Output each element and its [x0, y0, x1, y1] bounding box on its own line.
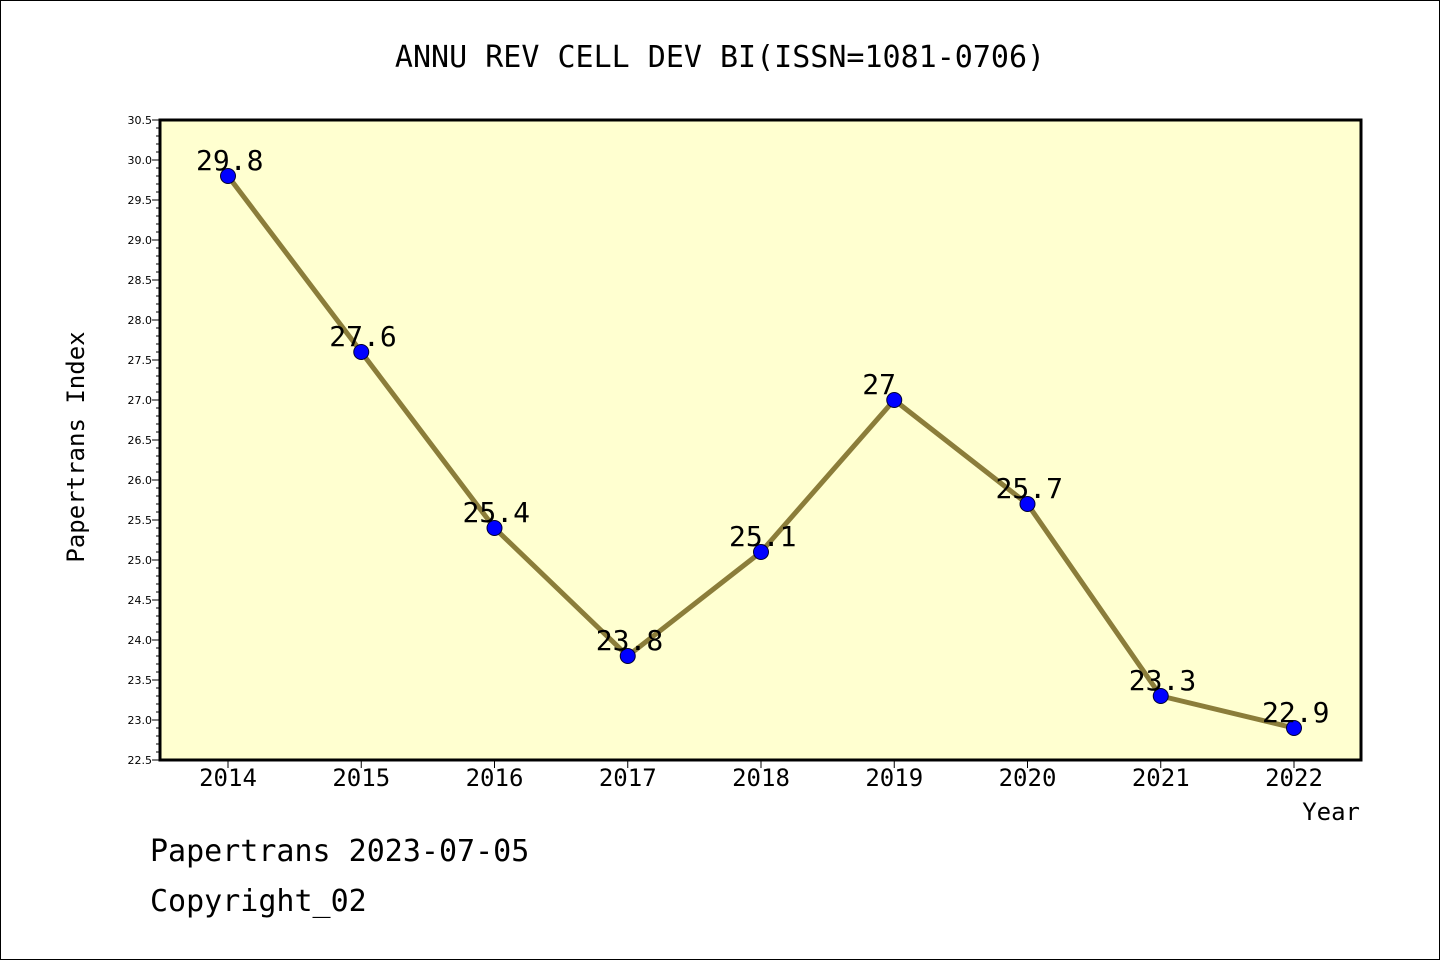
x-tick-label: 2014: [199, 764, 257, 792]
data-label: 27: [862, 368, 896, 401]
data-label: 29.8: [196, 144, 263, 177]
y-tick-label: 28.0: [128, 314, 153, 327]
x-tick-label: 2022: [1265, 764, 1323, 792]
chart-title: ANNU REV CELL DEV BI(ISSN=1081-0706): [395, 40, 1045, 75]
x-tick-label: 2020: [999, 764, 1057, 792]
data-label: 23.8: [596, 624, 663, 657]
data-label: 25.7: [996, 472, 1063, 505]
plot-area: [158, 118, 1363, 762]
x-tick-label: 2015: [332, 764, 390, 792]
y-tick-label: 23.0: [128, 714, 153, 727]
data-point: [1286, 720, 1302, 736]
x-tick-label: 2021: [1132, 764, 1190, 792]
y-tick-label: 23.5: [128, 674, 153, 687]
y-tick-label: 24.5: [128, 594, 153, 607]
y-tick-label: 28.5: [128, 274, 153, 287]
y-tick-label: 25.0: [128, 554, 153, 567]
data-point: [619, 648, 636, 664]
y-tick-label: 24.0: [128, 634, 153, 647]
x-tick-label: 2019: [865, 764, 923, 792]
y-tick-label: 29.0: [128, 234, 153, 247]
y-tick-label: 26.5: [128, 434, 153, 447]
y-tick-label: 30.0: [128, 154, 153, 167]
x-axis: 2014 2015 2016 2017 2018 2019 2020 2021 2022: [199, 760, 1323, 792]
y-tick-label: 22.5: [128, 754, 153, 767]
footer-date: Papertrans 2023-07-05: [150, 834, 530, 869]
data-point: [486, 520, 503, 536]
y-axis: 22.5 23.0 23.5 24.0 24.5 25.0 25.5 26.0 26.5 27.0…: [128, 114, 160, 767]
data-point: [886, 392, 903, 408]
footer-copyright: Copyright_02: [150, 884, 367, 919]
data-label: 27.6: [329, 320, 396, 353]
data-label: 22.9: [1262, 696, 1329, 729]
y-axis-label: Papertrans Index: [62, 331, 90, 562]
data-point: [1152, 688, 1169, 704]
x-tick-label: 2016: [466, 764, 524, 792]
data-point: [220, 168, 236, 184]
y-tick-label: 29.5: [128, 194, 153, 207]
x-tick-label: 2017: [599, 764, 657, 792]
x-tick-label: 2018: [732, 764, 790, 792]
data-point: [1019, 496, 1036, 512]
data-point: [353, 344, 370, 360]
data-label: 25.4: [463, 496, 530, 529]
data-label: 25.1: [729, 520, 796, 553]
data-label: 23.3: [1129, 664, 1196, 697]
y-tick-label: 27.5: [128, 354, 153, 367]
y-tick-label: 30.5: [128, 114, 153, 127]
x-axis-label: Year: [1302, 798, 1360, 826]
y-tick-label: 27.0: [128, 394, 153, 407]
data-labels: 29.8 27.6 25.4 23.8 25.1 27 25.7 23.3 22.9: [196, 144, 1329, 729]
series-points: [220, 168, 1302, 736]
data-point: [753, 544, 769, 560]
y-tick-label: 26.0: [128, 474, 153, 487]
y-tick-label: 25.5: [128, 514, 153, 527]
